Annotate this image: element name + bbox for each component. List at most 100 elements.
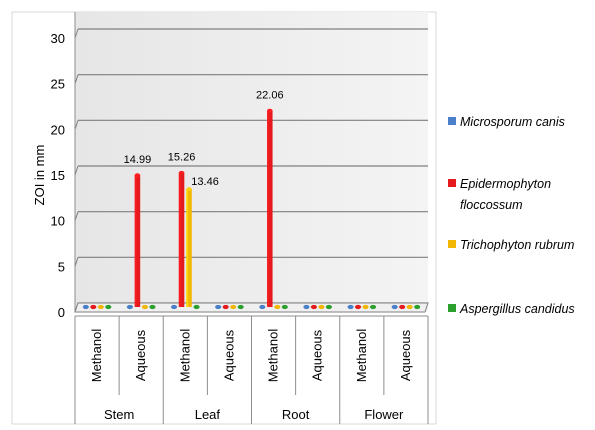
- bar-aspergillus-candidus-7: [414, 304, 421, 310]
- bar-highlight: [178, 172, 181, 307]
- legend-label: floccossum: [460, 198, 523, 212]
- bar-trichophyton-rubrum-7: [406, 304, 413, 310]
- y-tick-label: 15: [51, 168, 65, 183]
- group-label-stem: Stem: [104, 407, 134, 422]
- legend-label: Trichophyton rubrum: [460, 238, 574, 252]
- bar-epidermophyton-floccossum-3: [222, 304, 229, 310]
- bar-cap-zero: [237, 304, 244, 310]
- bar-aspergillus-candidus-5: [325, 304, 332, 310]
- bar-trichophyton-rubrum-3: [230, 304, 237, 310]
- data-label: 14.99: [124, 154, 152, 166]
- category-label: Methanol: [266, 329, 281, 383]
- bar-trichophyton-rubrum-2: [186, 187, 192, 307]
- bar-cap-zero: [303, 304, 310, 310]
- plot-floor: [74, 302, 429, 313]
- bar-aspergillus-candidus-0: [105, 304, 112, 310]
- bar-epidermophyton-floccossum-4: [267, 108, 273, 307]
- plot-background: [11, 11, 437, 425]
- bar-cap-zero: [215, 304, 222, 310]
- legend-item-microsporum-canis: Microsporum canis: [448, 115, 565, 129]
- bar-cap-zero: [126, 304, 133, 310]
- bar-trichophyton-rubrum-0: [97, 304, 104, 310]
- bar-epidermophyton-floccossum-2: [178, 170, 185, 307]
- bar-cap-zero: [325, 304, 332, 310]
- bar-epidermophyton-floccossum-1: [134, 173, 141, 307]
- bar-cap-zero: [310, 304, 317, 310]
- bar-cap-zero: [318, 304, 325, 310]
- group-label-leaf: Leaf: [195, 407, 221, 422]
- group-label-root: Root: [282, 407, 310, 422]
- bar-cap-zero: [362, 304, 369, 310]
- y-tick-label: 10: [51, 214, 65, 229]
- bar-microsporum-canis-1: [126, 304, 133, 310]
- bar-cap-zero: [281, 304, 288, 310]
- bar-aspergillus-candidus-6: [370, 304, 377, 310]
- bar-body: [178, 172, 185, 307]
- category-label: Methanol: [89, 329, 104, 383]
- bar-microsporum-canis-2: [171, 304, 178, 310]
- bar-cap: [267, 108, 273, 113]
- legend-swatch: [448, 240, 456, 248]
- bar-body: [186, 189, 192, 307]
- category-label: Methanol: [177, 329, 192, 383]
- bar-cap-zero: [259, 304, 266, 310]
- bar-cap-zero: [97, 304, 104, 310]
- bar-epidermophyton-floccossum-5: [310, 304, 317, 310]
- legend-label: Epidermophyton: [460, 177, 551, 191]
- data-label: 13.46: [191, 176, 219, 188]
- bar-trichophyton-rubrum-1: [141, 304, 148, 310]
- y-tick-label: 0: [58, 305, 65, 320]
- bar-cap-zero: [399, 304, 406, 310]
- bars: [82, 108, 421, 310]
- bar-highlight: [267, 110, 269, 307]
- bar-cap-zero: [274, 304, 281, 310]
- category-label: Aqueous: [221, 329, 236, 381]
- data-label: 22.06: [256, 90, 284, 102]
- legend-swatch: [448, 304, 456, 312]
- bar-cap-zero: [414, 304, 421, 310]
- bar-microsporum-canis-7: [391, 304, 398, 310]
- bar-trichophyton-rubrum-5: [318, 304, 325, 310]
- category-label: Aqueous: [133, 329, 148, 381]
- plot-floor-surface: [74, 302, 429, 313]
- bar-microsporum-canis-3: [215, 304, 222, 310]
- legend-item-aspergillus-candidus: Aspergillus candidus: [448, 302, 575, 316]
- bar-microsporum-canis-6: [347, 304, 354, 310]
- bar-cap-zero: [347, 304, 354, 310]
- bar-cap-zero: [105, 304, 112, 310]
- bar-trichophyton-rubrum-6: [362, 304, 369, 310]
- bar-aspergillus-candidus-4: [281, 304, 288, 310]
- bar-epidermophyton-floccossum-6: [355, 304, 362, 310]
- bar-cap-zero: [370, 304, 377, 310]
- data-label: 15.26: [168, 152, 196, 164]
- bar-cap-zero: [355, 304, 362, 310]
- bar-epidermophyton-floccossum-7: [399, 304, 406, 310]
- legend-label: Aspergillus candidus: [459, 302, 575, 316]
- bar-cap-zero: [222, 304, 229, 310]
- bar-cap: [134, 173, 141, 177]
- bar-cap-zero: [149, 304, 156, 310]
- legend-swatch: [448, 179, 456, 187]
- category-label: Aqueous: [310, 329, 325, 381]
- bar-microsporum-canis-0: [82, 304, 89, 310]
- bar-cap-zero: [171, 304, 178, 310]
- bar-aspergillus-candidus-1: [149, 304, 156, 310]
- bar-cap-zero: [391, 304, 398, 310]
- category-label: Methanol: [354, 329, 369, 383]
- y-tick-label: 30: [51, 31, 65, 46]
- bar-aspergillus-candidus-3: [237, 304, 244, 310]
- bar-body: [267, 110, 273, 307]
- bar-cap: [186, 187, 192, 191]
- legend: Microsporum canis Epidermophyton floccossu…: [448, 115, 575, 316]
- legend-label: Microsporum canis: [460, 115, 565, 129]
- y-tick-label: 5: [58, 259, 65, 274]
- bar-cap-zero: [406, 304, 413, 310]
- bar-aspergillus-candidus-2: [193, 304, 200, 310]
- y-tick-label: 20: [51, 122, 65, 137]
- bar-microsporum-canis-4: [259, 304, 266, 310]
- bar-cap: [178, 170, 185, 175]
- group-label-flower: Flower: [364, 407, 404, 422]
- bar-epidermophyton-floccossum-0: [90, 304, 97, 310]
- bar-cap-zero: [141, 304, 148, 310]
